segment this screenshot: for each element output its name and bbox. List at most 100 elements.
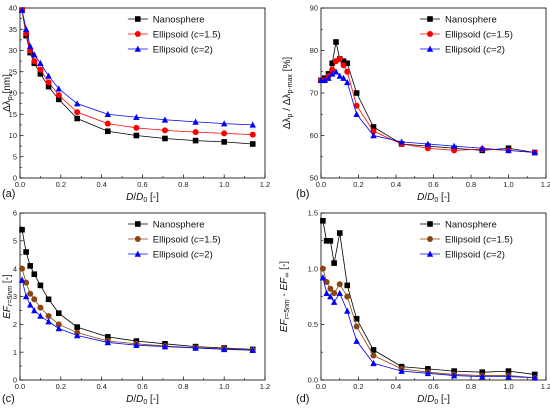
- y-tick-label: 4: [13, 264, 17, 273]
- y-tick-label: 90: [310, 4, 318, 13]
- data-point: [370, 352, 377, 359]
- x-tick-label: 0.2: [56, 382, 66, 391]
- data-point: [249, 121, 256, 128]
- y-tick-label: 0.5: [308, 320, 318, 329]
- series-line-3: [321, 71, 535, 153]
- data-point: [104, 120, 111, 127]
- x-tick-label: 0.4: [96, 180, 106, 189]
- data-point: [344, 68, 351, 75]
- y-tick-label: 1: [13, 348, 17, 357]
- data-point: [74, 324, 80, 330]
- data-point: [220, 345, 228, 353]
- data-point: [370, 128, 377, 135]
- data-point: [31, 296, 38, 303]
- y-axis-label-group: Δλp [nm]: [2, 74, 14, 112]
- data-point: [37, 59, 44, 67]
- data-point: [353, 110, 360, 118]
- y-tick-label: 15: [9, 110, 17, 119]
- data-point: [18, 276, 26, 283]
- data-point: [37, 312, 44, 319]
- data-point: [370, 124, 377, 130]
- data-point: [23, 279, 30, 286]
- legend-label: Ellipsoid (c=2): [445, 249, 505, 260]
- legend-marker: [426, 250, 434, 257]
- data-point: [344, 282, 351, 289]
- data-point: [133, 132, 140, 139]
- x-tick-label: 1.2: [260, 382, 270, 391]
- x-axis-label: D/D0 [-]: [417, 192, 450, 204]
- y-axis-label-group: EFr=5nm [-]: [2, 274, 14, 319]
- panel-label: (c): [2, 393, 15, 405]
- data-point: [104, 339, 111, 346]
- y-tick-label: 30: [9, 46, 17, 55]
- data-point: [344, 293, 351, 300]
- data-point: [353, 337, 360, 344]
- data-point: [329, 66, 336, 73]
- y-axis-label: Δλp [nm]: [2, 74, 14, 112]
- legend-label: Nanosphere: [445, 14, 497, 25]
- data-point: [479, 369, 486, 376]
- data-point: [104, 334, 111, 340]
- data-point: [19, 265, 26, 272]
- data-point: [327, 238, 334, 244]
- data-point: [344, 78, 351, 86]
- legend-marker: [426, 45, 434, 52]
- series-line-2: [322, 268, 535, 379]
- data-point: [45, 296, 52, 303]
- data-point: [161, 127, 168, 134]
- data-point: [27, 301, 34, 308]
- x-tick-label: 1.0: [219, 180, 229, 189]
- data-point: [353, 323, 360, 330]
- data-point: [327, 293, 334, 300]
- data-point: [73, 332, 81, 339]
- data-point: [133, 113, 140, 121]
- x-axis-label: D/D0 [-]: [126, 394, 159, 406]
- data-point: [45, 72, 52, 79]
- data-point: [451, 368, 457, 374]
- data-point: [22, 293, 30, 300]
- data-point: [45, 318, 52, 325]
- data-point: [323, 289, 330, 296]
- data-point: [104, 110, 111, 118]
- y-tick-label: 0: [13, 376, 17, 385]
- y-tick-label: 0.0: [308, 376, 318, 385]
- data-point: [37, 66, 44, 73]
- legend-label: Nanosphere: [445, 219, 497, 230]
- x-tick-label: 1.2: [541, 180, 550, 189]
- y-tick-label: 70: [310, 89, 318, 98]
- legend-marker: [134, 250, 141, 257]
- data-point: [27, 42, 34, 50]
- data-point: [221, 130, 228, 137]
- x-tick-label: 1.2: [541, 382, 550, 391]
- data-point: [336, 56, 343, 62]
- data-point: [370, 347, 377, 353]
- data-point: [329, 60, 336, 67]
- y-tick-label: 40: [9, 4, 17, 13]
- y-axis-label-group: EFr=5nm - EF∞ [-]: [279, 261, 291, 332]
- panel-label: (d): [296, 393, 309, 405]
- series-line-3: [21, 10, 253, 126]
- x-tick-label: 0.0: [15, 382, 25, 391]
- legend-marker: [134, 31, 141, 37]
- data-point: [479, 373, 486, 380]
- data-point: [320, 217, 326, 224]
- data-point: [331, 290, 338, 297]
- legend-marker: [134, 236, 141, 242]
- y-tick-label: 5: [13, 236, 17, 245]
- series-line-1: [21, 229, 253, 350]
- data-point: [450, 142, 458, 149]
- data-point: [353, 315, 360, 322]
- y-tick-label: 2: [13, 320, 17, 329]
- data-point: [327, 285, 334, 292]
- legend-marker: [135, 16, 141, 22]
- data-point: [220, 120, 228, 127]
- y-tick-label: 35: [9, 25, 17, 34]
- x-axis-label: D/D0 [-]: [417, 394, 450, 406]
- x-tick-label: 0.2: [353, 180, 363, 189]
- x-tick-label: 0.8: [466, 382, 476, 391]
- data-point: [37, 282, 44, 289]
- y-tick-label: 20: [9, 89, 17, 98]
- y-tick-label: 50: [310, 174, 318, 183]
- data-point: [74, 115, 80, 122]
- data-point: [336, 281, 343, 288]
